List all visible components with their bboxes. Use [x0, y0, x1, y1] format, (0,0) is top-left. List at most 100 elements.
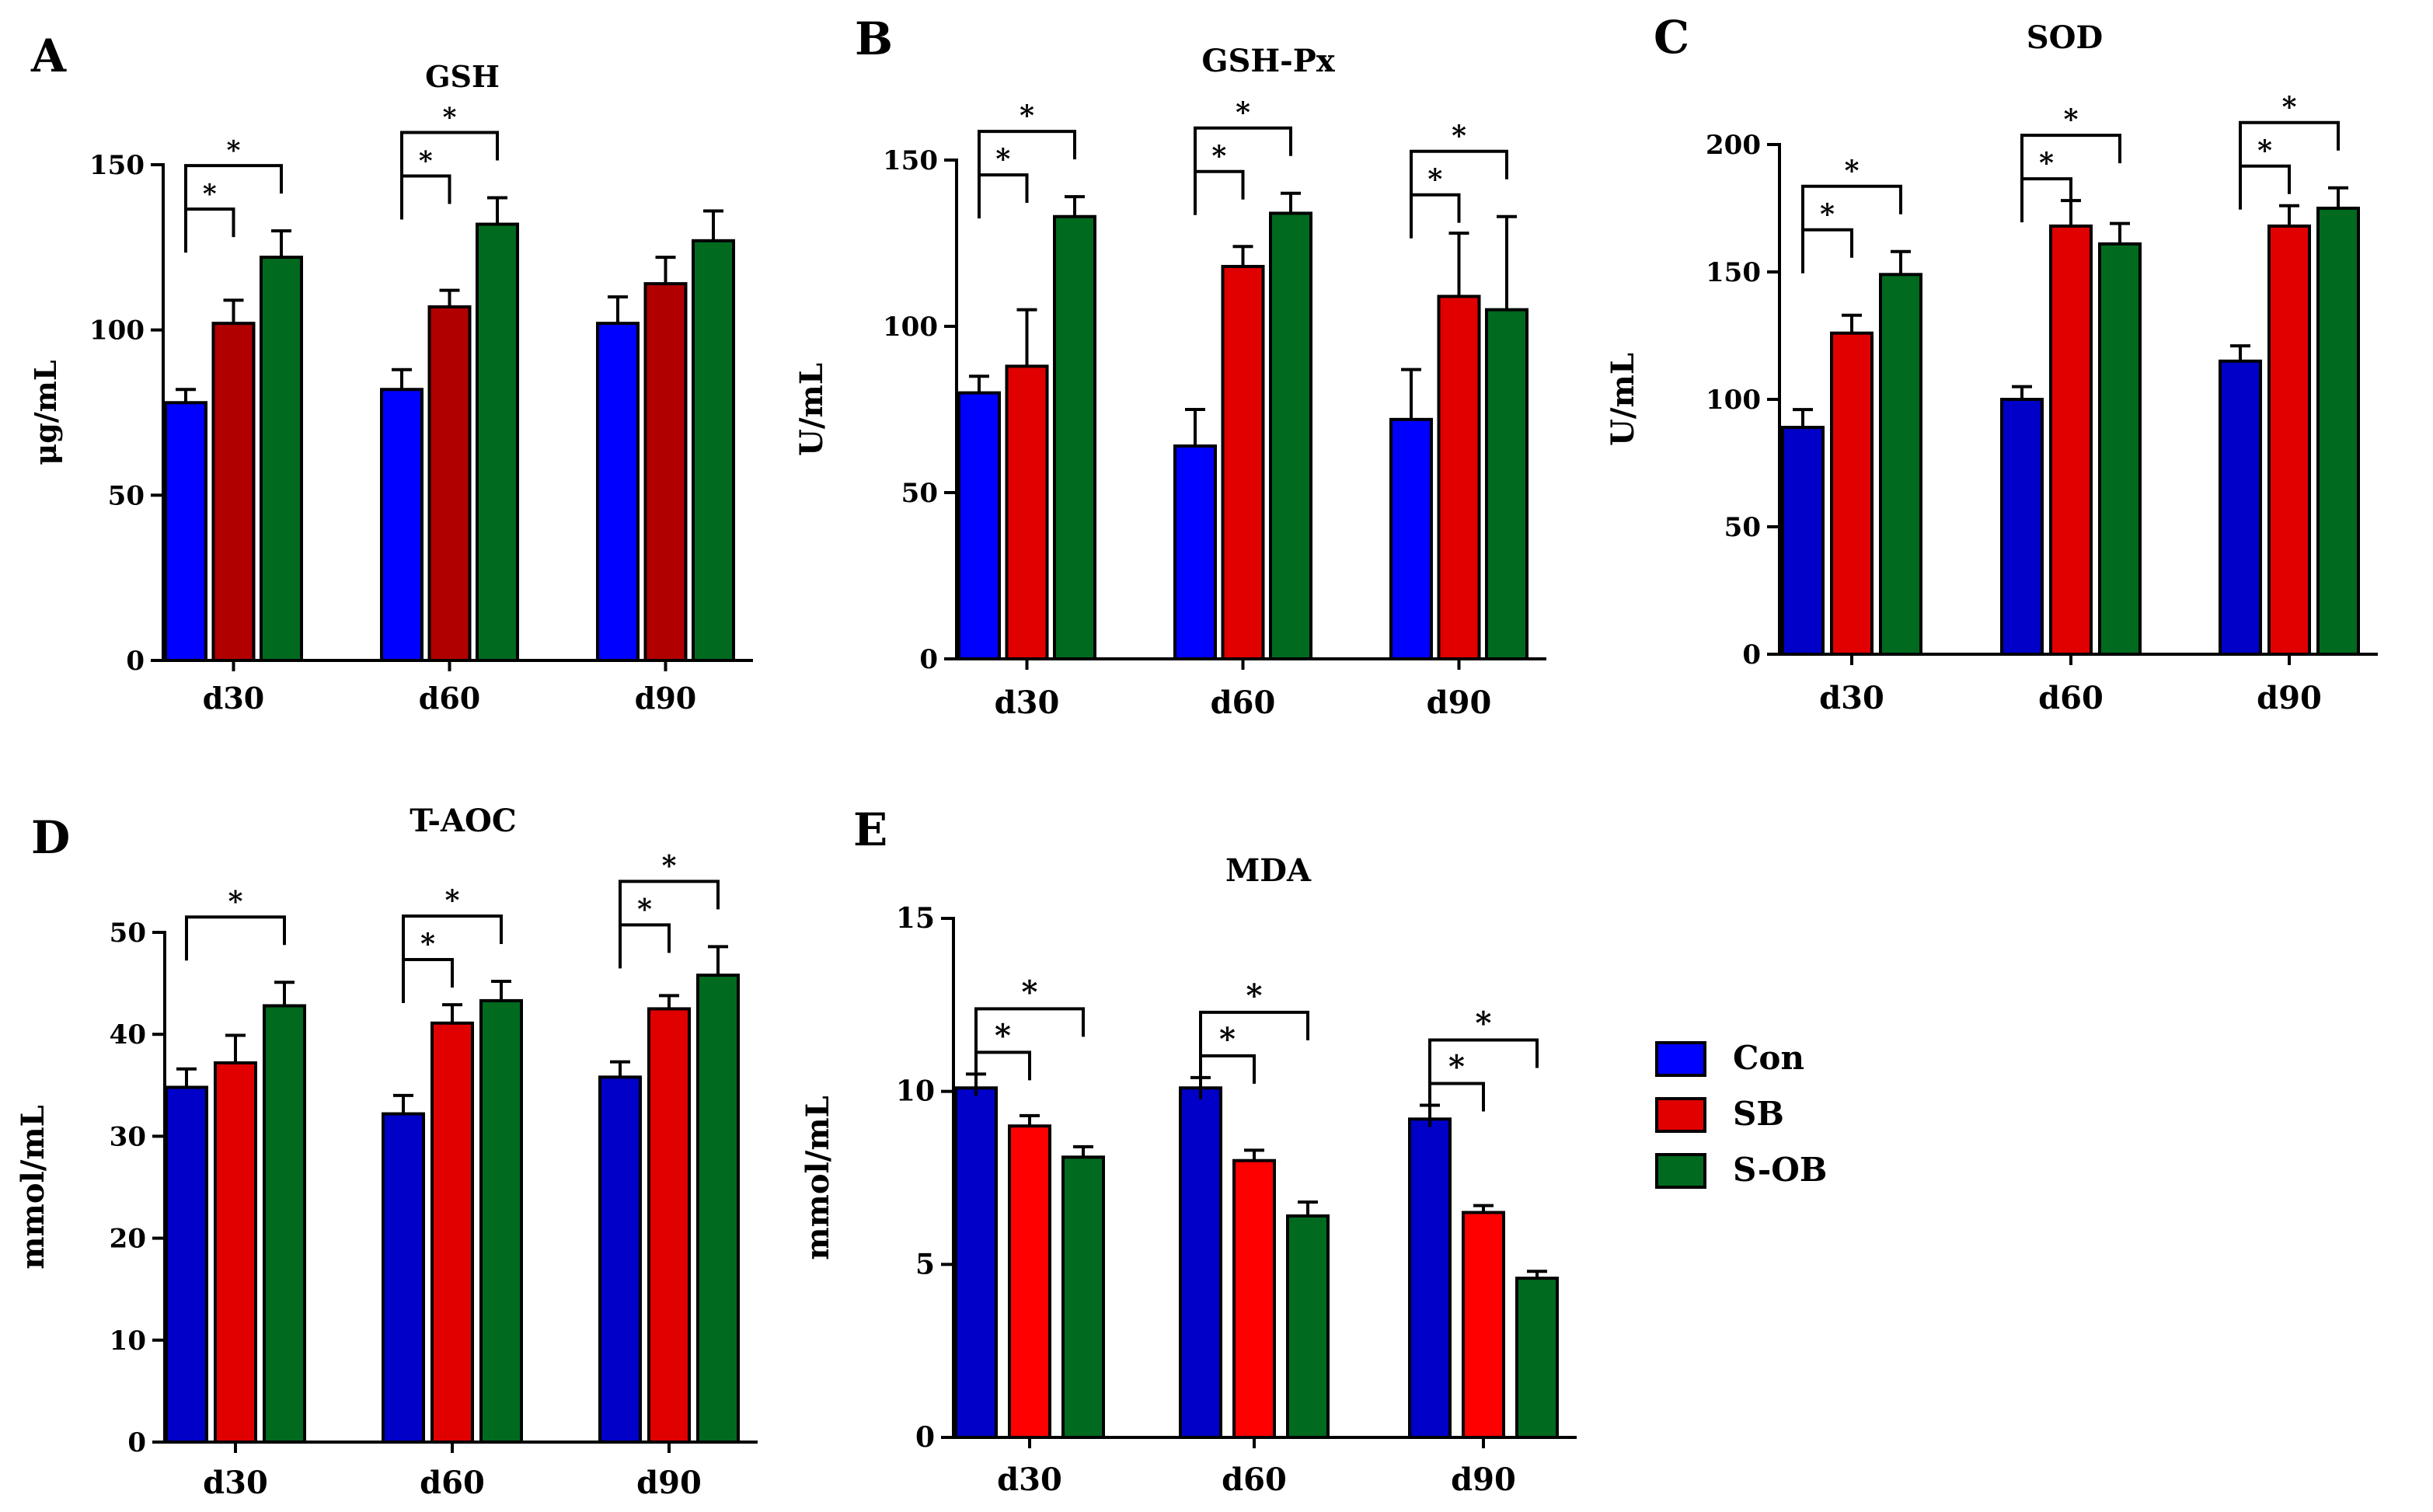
significance-bracket — [1410, 193, 1461, 239]
legend-label: S-OB — [1733, 1151, 1827, 1189]
bar-con-d30 — [165, 1085, 208, 1444]
bar-s-ob-d60 — [479, 998, 523, 1444]
significance-bracket — [402, 957, 454, 1003]
significance-bracket — [1199, 1054, 1256, 1099]
bar-sb-d60 — [2049, 224, 2093, 656]
significance-bracket — [978, 173, 1029, 219]
significance-bracket — [184, 164, 283, 210]
significance-bracket — [1428, 1038, 1539, 1084]
chart-title: GSH-Px — [1201, 43, 1336, 79]
x-tick-label: d30 — [997, 1461, 1062, 1498]
panel-d: D T-AOC mmol/mL 0 10 20 30 40 50 d30 d60 d90 * * * * * — [15, 803, 758, 1501]
panel-e: E MDA mmol/mL 0 5 10 15 d30 d60 d90 * * * * * * — [800, 803, 1577, 1498]
y-tick-label: 5 — [915, 1248, 935, 1280]
significance-star: * — [1476, 1005, 1492, 1041]
significance-star: * — [228, 885, 243, 918]
significance-star: * — [1448, 1048, 1465, 1085]
significance-bracket — [2020, 177, 2072, 223]
bar-s-ob-d90 — [2316, 207, 2360, 656]
significance-star: * — [637, 893, 652, 925]
bar-s-ob-d90 — [1515, 1277, 1559, 1439]
panel-letter: C — [1654, 11, 1689, 64]
bar-sb-d90 — [643, 282, 688, 662]
bar-s-ob-d60 — [476, 222, 519, 662]
y-tick-label: 150 — [883, 145, 938, 176]
bar-sb-d30 — [214, 1061, 257, 1444]
bar-con-d60 — [382, 1112, 425, 1444]
significance-star: * — [1236, 96, 1250, 129]
bar-sb-d30 — [1008, 1124, 1051, 1439]
significance-bracket — [1199, 1010, 1309, 1056]
x-tick-label: d60 — [420, 1465, 485, 1501]
bar-s-ob-d30 — [263, 1004, 306, 1444]
y-tick-label: 0 — [127, 1427, 146, 1458]
significance-star: * — [2064, 103, 2079, 136]
panel-b: B GSH-Px U/mL 0 50 100 150 d30 d60 d90 * * * * * * — [793, 12, 1546, 721]
legend: Con SB S-OB — [1655, 1039, 1827, 1189]
y-axis-label: mmol/mL — [800, 1096, 836, 1260]
significance-star: * — [2282, 91, 2297, 124]
y-tick-label: 150 — [1706, 257, 1761, 288]
y-tick-label: 0 — [915, 1421, 935, 1454]
panel-letter: D — [31, 811, 70, 864]
y-tick-label: 40 — [110, 1019, 146, 1050]
bar-sb-d60 — [427, 305, 472, 662]
bar-s-ob-d60 — [1286, 1214, 1330, 1440]
bar-sb-d30 — [1830, 331, 1874, 656]
significance-bracket — [978, 130, 1076, 176]
significance-bracket — [974, 1050, 1031, 1096]
y-tick-label: 0 — [919, 644, 938, 675]
significance-star: * — [1211, 140, 1226, 172]
significance-star: * — [1020, 99, 1034, 132]
x-tick-label: d60 — [2038, 680, 2104, 716]
bar-s-ob-d90 — [692, 239, 735, 662]
bar-sb-d60 — [1221, 264, 1265, 660]
significance-star: * — [1820, 198, 1835, 231]
y-tick-label: 100 — [1706, 385, 1761, 416]
y-axis-label: mmol/mL — [15, 1105, 51, 1270]
bar-con-d90 — [2219, 359, 2262, 656]
significance-bracket — [619, 880, 720, 925]
x-tick-label: d60 — [419, 681, 480, 716]
significance-star: * — [203, 179, 217, 210]
y-tick-label: 50 — [110, 918, 146, 949]
y-tick-label: 15 — [896, 902, 935, 935]
y-tick-label: 50 — [108, 480, 145, 511]
bar-s-ob-d30 — [1879, 273, 1922, 656]
legend-swatch-s-ob — [1655, 1153, 1706, 1189]
y-tick-label: 10 — [896, 1075, 935, 1108]
bar-sb-d90 — [1462, 1211, 1505, 1439]
bar-con-d30 — [1781, 426, 1825, 657]
significance-bracket — [1410, 149, 1508, 195]
significance-star: * — [2039, 147, 2054, 179]
bar-con-d90 — [596, 322, 640, 662]
bar-sb-d60 — [1232, 1158, 1276, 1439]
y-tick-label: 200 — [1706, 130, 1761, 161]
legend-swatch-con — [1655, 1041, 1706, 1077]
legend-swatch-sb — [1655, 1097, 1706, 1133]
significance-star: * — [419, 146, 433, 177]
significance-star: * — [445, 884, 460, 917]
x-tick-label: d90 — [635, 681, 696, 716]
significance-star: * — [2257, 134, 2272, 167]
significance-bracket — [1801, 184, 1902, 230]
significance-bracket — [1194, 126, 1292, 172]
bar-sb-d30 — [1005, 364, 1049, 660]
bar-s-ob-d60 — [2098, 242, 2142, 657]
bar-con-d60 — [1179, 1086, 1222, 1440]
bar-s-ob-d30 — [1061, 1155, 1105, 1440]
x-tick-label: d90 — [636, 1465, 702, 1501]
x-tick-label: d90 — [1451, 1461, 1516, 1498]
significance-star: * — [1219, 1021, 1236, 1057]
significance-star: * — [1246, 977, 1263, 1014]
bar-con-d30 — [164, 401, 207, 662]
y-tick-label: 50 — [901, 478, 938, 509]
x-tick-label: d30 — [1819, 680, 1884, 716]
y-axis-label: U/mL — [1605, 353, 1641, 446]
bar-sb-d90 — [647, 1007, 691, 1444]
bar-con-d60 — [2000, 398, 2044, 656]
significance-star: * — [1845, 155, 1860, 187]
significance-bracket — [1194, 169, 1245, 215]
